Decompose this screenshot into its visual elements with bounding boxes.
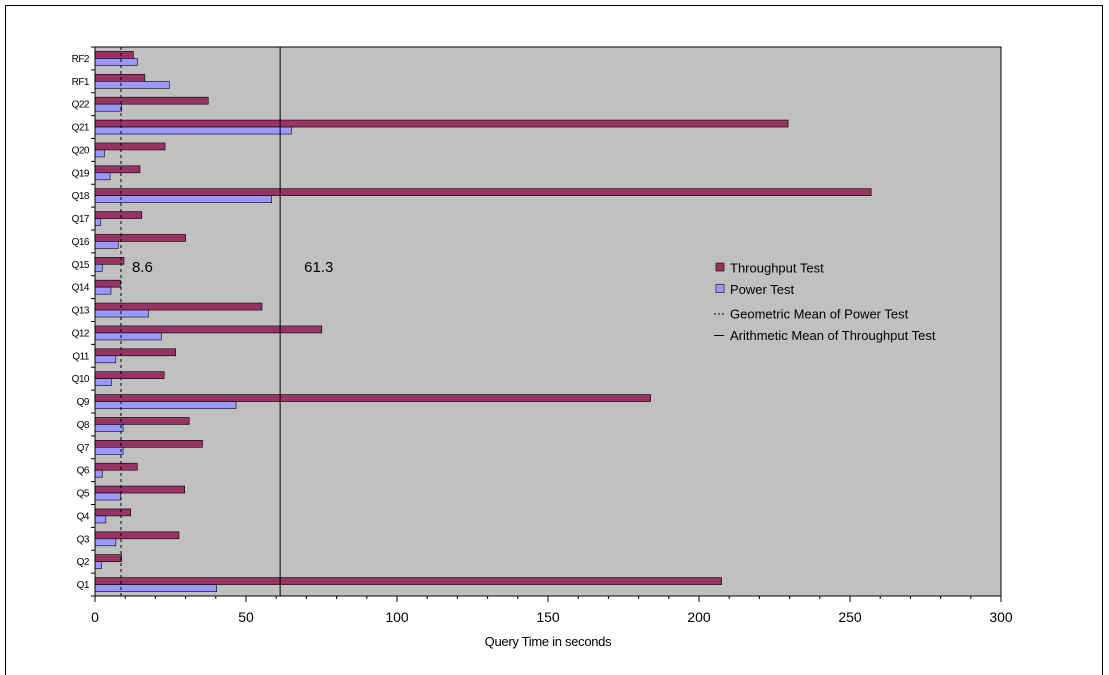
bar-power-q6 [94, 469, 103, 478]
y-tick-label-rf2: RF2 [72, 54, 90, 65]
bar-throughput-q21 [94, 119, 789, 128]
y-tick-label-q9: Q9 [77, 397, 90, 408]
bar-throughput-q7 [94, 440, 203, 448]
bar-power-q18 [94, 195, 272, 203]
bar-power-q19 [94, 172, 111, 181]
bar-power-q10 [94, 378, 112, 386]
legend-swatch-throughput-test [715, 262, 725, 272]
bar-power-q21 [94, 126, 292, 135]
legend: Throughput Test Power Test Geometric Mean … [714, 261, 936, 343]
bars-layer [94, 51, 872, 592]
y-tick-label-q18: Q18 [72, 191, 90, 202]
y-tick-label-q19: Q19 [72, 168, 90, 179]
y-tick-label-q21: Q21 [72, 123, 90, 134]
bar-throughput-q22 [94, 96, 209, 105]
bar-throughput-q15 [94, 257, 125, 265]
bar-throughput-q5 [94, 485, 185, 494]
y-tick-label-q10: Q10 [72, 374, 90, 385]
x-tick-label-50: 50 [238, 609, 254, 625]
axes-layer: Q1 Q2 Q3 Q4 Q5 Q6 Q7 Q8 Q9 Q10 Q11 Q12 Q13 Q14 Q15 Q16 Q… [72, 46, 1013, 625]
y-tick-label-q4: Q4 [77, 511, 90, 522]
bar-throughput-q6 [94, 462, 138, 471]
bar-power-rf2 [94, 58, 138, 66]
y-tick-label-q13: Q13 [72, 306, 90, 317]
bar-throughput-q16 [94, 234, 186, 242]
bar-throughput-q2 [94, 554, 122, 562]
x-tick-label-300: 300 [989, 609, 1013, 625]
bar-throughput-q11 [94, 348, 176, 357]
y-tick-label-q1: Q1 [77, 580, 90, 591]
bar-throughput-q18 [94, 188, 872, 196]
y-tick-label-q8: Q8 [77, 420, 90, 431]
bar-power-q13 [94, 309, 149, 318]
bar-throughput-q19 [94, 165, 141, 174]
y-tick-label-q3: Q3 [77, 534, 90, 545]
bar-throughput-rf2 [94, 51, 134, 59]
bar-throughput-q13 [94, 302, 263, 311]
y-tick-label-q7: Q7 [77, 443, 90, 454]
y-tick-label-q2: Q2 [77, 557, 90, 568]
y-tick-label-q5: Q5 [77, 489, 90, 500]
bar-throughput-q9 [94, 394, 651, 402]
legend-label-power-test: Power Test [730, 282, 794, 297]
bar-power-q7 [94, 447, 124, 455]
bar-power-q16 [94, 241, 119, 249]
y-tick-label-q14: Q14 [72, 283, 90, 294]
reference-lines-layer: 8.6 61.3 [120, 47, 333, 596]
x-tick-label-250: 250 [838, 609, 862, 625]
bar-throughput-rf1 [94, 74, 146, 82]
bar-power-q8 [94, 424, 124, 432]
x-tick-label-100: 100 [385, 609, 409, 625]
bar-power-q2 [94, 561, 102, 569]
bar-throughput-q8 [94, 417, 190, 425]
y-tick-label-q6: Q6 [77, 466, 90, 477]
bar-throughput-q17 [94, 211, 143, 219]
legend-swatch-power-test [715, 284, 725, 293]
y-tick-label-q17: Q17 [72, 214, 90, 225]
bar-throughput-q3 [94, 531, 180, 540]
bar-power-q15 [94, 264, 103, 272]
bar-power-q22 [94, 103, 122, 112]
bar-power-q9 [94, 401, 237, 409]
bar-throughput-q4 [94, 508, 131, 517]
y-tick-label-q16: Q16 [72, 237, 90, 248]
bar-power-q4 [94, 515, 107, 524]
bar-power-rf1 [94, 81, 170, 89]
x-tick-label-0: 0 [91, 609, 99, 625]
y-tick-label-q22: Q22 [72, 100, 90, 111]
y-tick-label-q12: Q12 [72, 328, 90, 339]
bar-power-q12 [94, 332, 162, 341]
bar-power-q1 [94, 584, 218, 592]
legend-label-throughput-test: Throughput Test [730, 261, 824, 276]
bar-throughput-q10 [94, 371, 165, 379]
plot-area [94, 46, 1002, 597]
bar-power-q20 [94, 149, 105, 158]
y-tick-label-q15: Q15 [72, 260, 90, 271]
bar-power-q14 [94, 286, 112, 295]
bar-throughput-q1 [94, 577, 722, 585]
legend-label-arithmetic-mean-of-throughput-test: Arithmetic Mean of Throughput Test [730, 328, 936, 343]
bar-power-q17 [94, 218, 102, 226]
geometric-mean-label: 8.6 [132, 259, 153, 276]
x-tick-label-200: 200 [687, 609, 711, 625]
bar-power-q3 [94, 538, 117, 547]
bar-power-q5 [94, 492, 121, 501]
bar-throughput-q14 [94, 279, 121, 288]
x-tick-label-150: 150 [536, 609, 560, 625]
arithmetic-mean-label: 61.3 [304, 259, 333, 276]
bar-power-q11 [94, 355, 117, 364]
x-axis-title: Query Time in seconds [485, 634, 612, 649]
y-tick-label-q20: Q20 [72, 145, 90, 156]
bar-throughput-q20 [94, 142, 166, 151]
y-tick-label-rf1: RF1 [72, 77, 90, 88]
legend-label-geometric-mean-of-power-test: Geometric Mean of Power Test [730, 307, 909, 322]
bar-throughput-q12 [94, 325, 323, 334]
y-tick-label-q11: Q11 [72, 351, 90, 362]
